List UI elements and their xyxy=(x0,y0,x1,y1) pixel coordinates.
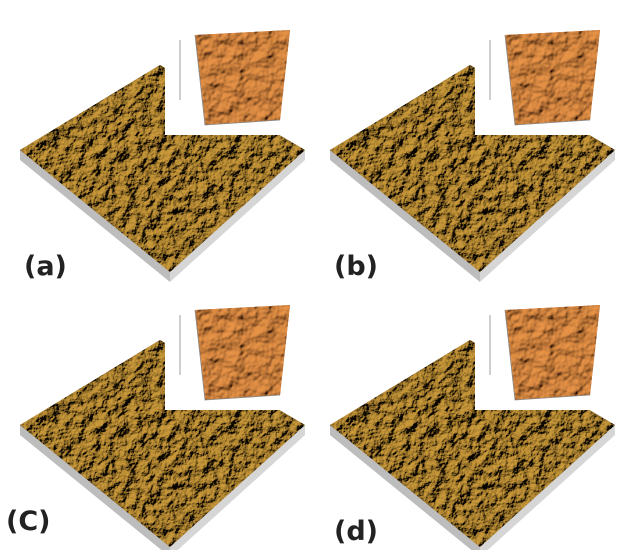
inset-axes xyxy=(179,309,281,401)
surface-wall xyxy=(170,150,305,282)
panel-label: (d) xyxy=(334,516,378,547)
surface-wall xyxy=(480,425,615,550)
afm-panel xyxy=(20,20,307,282)
inset-surface-relief xyxy=(195,30,290,125)
surface-wall xyxy=(170,425,305,550)
inset-axes xyxy=(489,34,591,126)
panel-label: (a) xyxy=(24,251,67,282)
inset-surface-relief xyxy=(505,30,600,125)
afm-panel xyxy=(330,295,617,550)
inset-surface-relief xyxy=(195,305,290,400)
surface-wall xyxy=(330,425,480,550)
inset-surface-relief xyxy=(505,305,600,400)
afm-panel xyxy=(330,20,617,282)
surface-wall xyxy=(480,150,615,282)
inset-axes xyxy=(179,34,281,126)
inset-axes xyxy=(489,309,591,401)
panel-label: (C) xyxy=(6,506,51,537)
panels xyxy=(20,20,617,550)
surface-wall xyxy=(330,150,480,282)
afm-panel xyxy=(20,295,307,550)
panel-label: (b) xyxy=(334,251,378,282)
surface-wall xyxy=(20,150,170,282)
surface-wall xyxy=(20,425,170,550)
